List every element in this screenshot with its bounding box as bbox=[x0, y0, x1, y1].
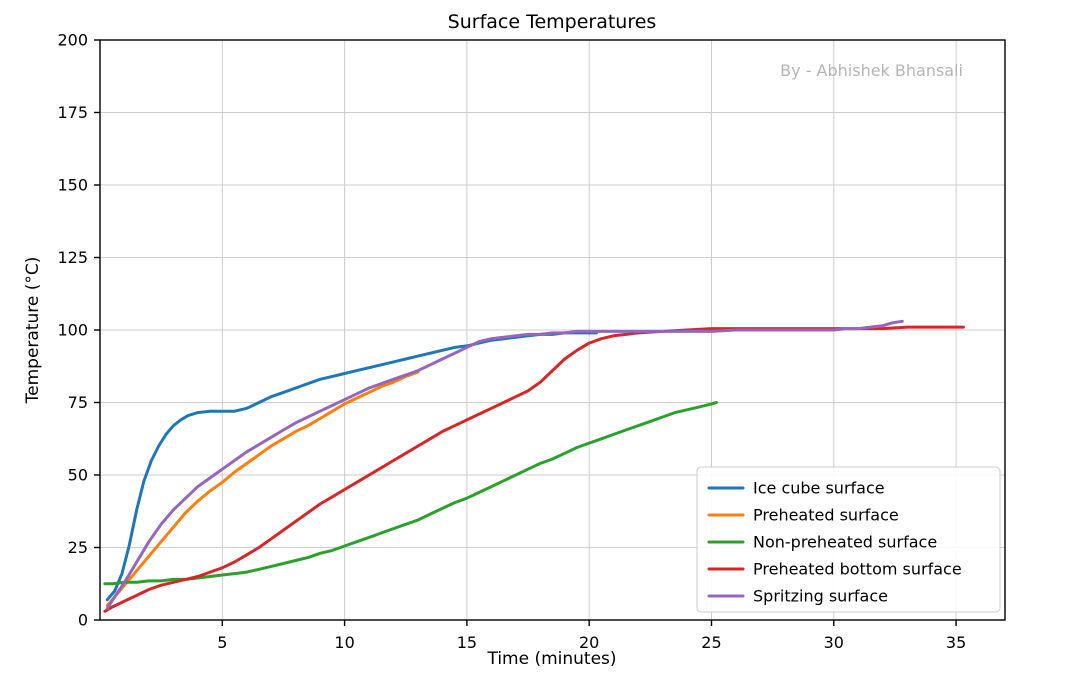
y-tick-label: 175 bbox=[57, 103, 88, 122]
legend: Ice cube surface Preheated surface Non-pre… bbox=[696, 466, 1001, 613]
y-tick-label: 200 bbox=[57, 31, 88, 50]
x-tick-label: 10 bbox=[334, 633, 354, 652]
x-axis-label: Time (minutes) bbox=[486, 649, 616, 669]
y-tick-label: 0 bbox=[78, 611, 88, 630]
watermark-text: By - Abhishek Bhansali bbox=[780, 61, 963, 80]
y-tick-label: 150 bbox=[57, 176, 88, 195]
y-tick-label: 100 bbox=[57, 321, 88, 340]
y-tick-label: 50 bbox=[68, 466, 88, 485]
axis-ticks-layer: 5 10 15 20 25 30 35 0 25 50 75 100 125 150 175 200 bbox=[57, 31, 966, 653]
chart-title: Surface Temperatures bbox=[448, 11, 657, 33]
y-tick-label: 125 bbox=[57, 248, 88, 267]
x-tick-label: 20 bbox=[579, 633, 599, 652]
x-tick-label: 5 bbox=[217, 633, 227, 652]
legend-frame bbox=[696, 466, 1001, 613]
series-line-spritzing-surface bbox=[105, 319, 904, 610]
y-tick-label: 25 bbox=[68, 538, 88, 557]
series-layer bbox=[103, 319, 965, 613]
series-line-non-preheated-surface bbox=[103, 401, 718, 586]
y-axis-label: Temperature (°C) bbox=[23, 257, 43, 405]
x-tick-label: 35 bbox=[946, 633, 966, 652]
legend-label-non-preheated-surface: Non-preheated surface bbox=[753, 533, 937, 552]
legend-label-preheated-surface: Preheated surface bbox=[753, 506, 899, 525]
series-line-preheated-surface bbox=[105, 370, 420, 607]
x-tick-label: 30 bbox=[824, 633, 844, 652]
x-tick-label: 15 bbox=[457, 633, 477, 652]
legend-label-ice-cube-surface: Ice cube surface bbox=[753, 479, 885, 498]
legend-label-preheated-bottom-surface: Preheated bottom surface bbox=[753, 560, 962, 579]
x-tick-label: 25 bbox=[701, 633, 721, 652]
plot-border bbox=[99, 39, 1006, 621]
y-tick-label: 75 bbox=[68, 393, 88, 412]
series-line-ice-cube-surface bbox=[105, 331, 598, 602]
legend-label-spritzing-surface: Spritzing surface bbox=[753, 587, 888, 606]
